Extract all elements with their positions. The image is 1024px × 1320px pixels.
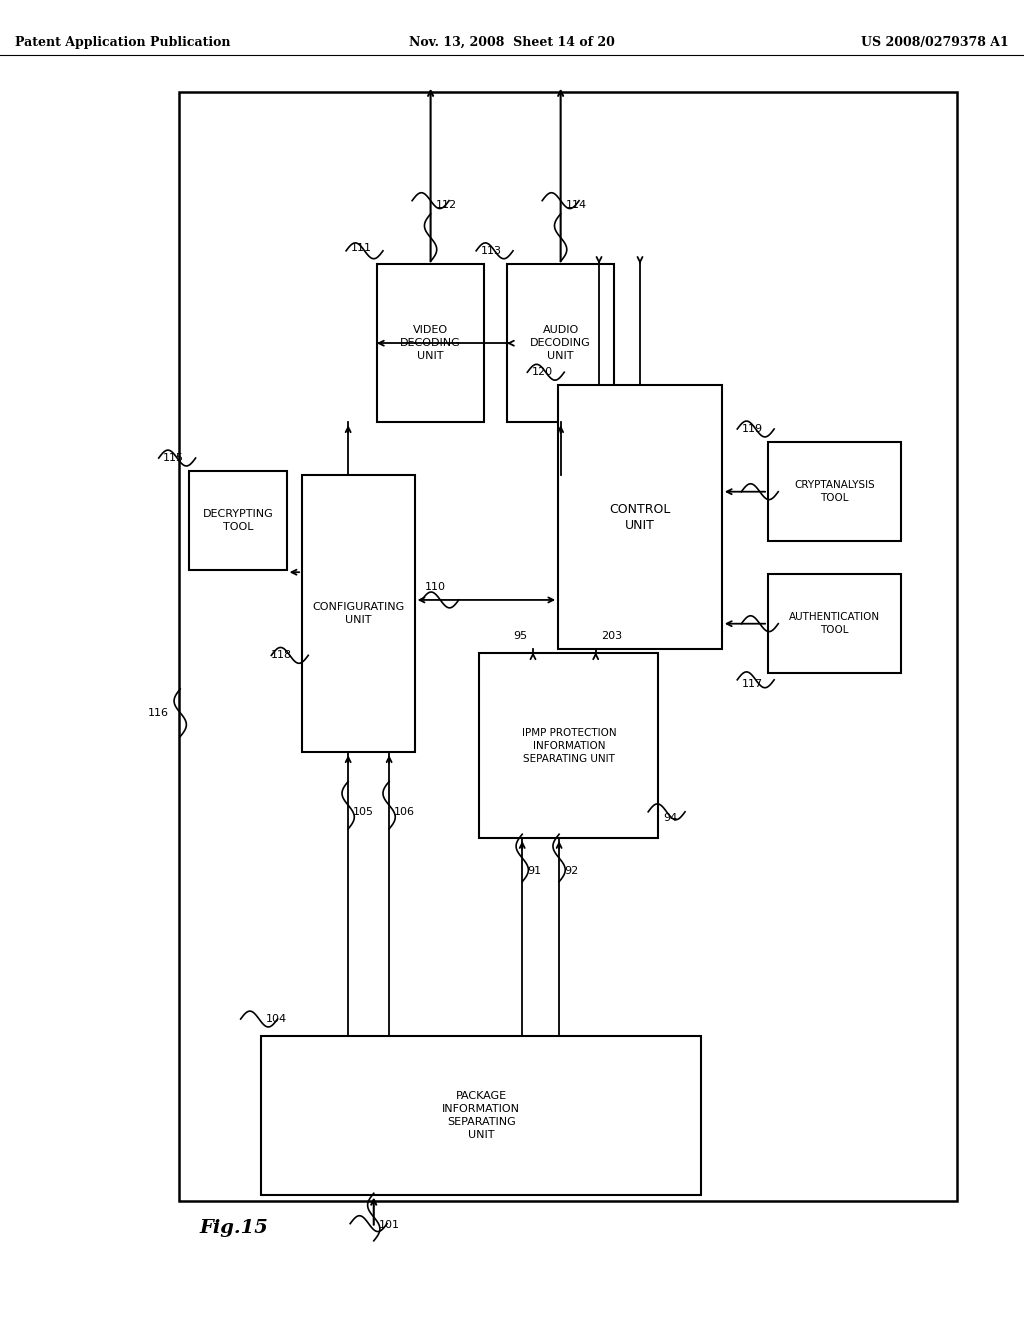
Text: 111: 111 bbox=[350, 243, 372, 253]
Text: 106: 106 bbox=[394, 807, 416, 817]
Bar bbox=[768, 442, 901, 541]
Text: CONTROL
UNIT: CONTROL UNIT bbox=[609, 503, 671, 532]
Bar bbox=[479, 653, 658, 838]
Bar bbox=[302, 475, 415, 752]
Bar bbox=[261, 1036, 701, 1195]
Text: Fig.15: Fig.15 bbox=[200, 1218, 268, 1237]
Bar bbox=[768, 574, 901, 673]
Text: 120: 120 bbox=[531, 367, 553, 378]
Text: 119: 119 bbox=[741, 424, 763, 434]
Text: 114: 114 bbox=[565, 199, 587, 210]
Text: Nov. 13, 2008  Sheet 14 of 20: Nov. 13, 2008 Sheet 14 of 20 bbox=[409, 36, 615, 49]
Text: 105: 105 bbox=[353, 807, 375, 817]
Text: PACKAGE
INFORMATION
SEPARATING
UNIT: PACKAGE INFORMATION SEPARATING UNIT bbox=[442, 1092, 520, 1139]
Text: VIDEO
DECODING
UNIT: VIDEO DECODING UNIT bbox=[400, 326, 461, 360]
Text: US 2008/0279378 A1: US 2008/0279378 A1 bbox=[861, 36, 1009, 49]
Text: 95: 95 bbox=[514, 631, 528, 642]
Text: 112: 112 bbox=[436, 199, 457, 210]
Text: Patent Application Publication: Patent Application Publication bbox=[15, 36, 230, 49]
Text: 118: 118 bbox=[270, 651, 292, 660]
Text: AUTHENTICATION
TOOL: AUTHENTICATION TOOL bbox=[790, 612, 880, 635]
Text: 115: 115 bbox=[163, 453, 184, 463]
Text: CONFIGURATING
UNIT: CONFIGURATING UNIT bbox=[312, 602, 404, 626]
Text: 94: 94 bbox=[664, 813, 678, 824]
Text: 104: 104 bbox=[266, 1014, 288, 1024]
Bar bbox=[189, 471, 287, 570]
Text: 91: 91 bbox=[527, 866, 542, 876]
Text: 203: 203 bbox=[601, 631, 622, 642]
Text: 113: 113 bbox=[480, 246, 502, 256]
Text: IPMP PROTECTION
INFORMATION
SEPARATING UNIT: IPMP PROTECTION INFORMATION SEPARATING U… bbox=[521, 729, 616, 763]
Text: 110: 110 bbox=[425, 582, 446, 591]
Bar bbox=[377, 264, 484, 422]
Text: CRYPTANALYSIS
TOOL: CRYPTANALYSIS TOOL bbox=[795, 480, 874, 503]
Bar bbox=[179, 92, 957, 1201]
Text: 116: 116 bbox=[147, 708, 169, 718]
Text: 92: 92 bbox=[564, 866, 579, 876]
Bar bbox=[558, 385, 722, 649]
Text: 117: 117 bbox=[741, 678, 763, 689]
Text: 101: 101 bbox=[379, 1220, 400, 1230]
Text: AUDIO
DECODING
UNIT: AUDIO DECODING UNIT bbox=[530, 326, 591, 360]
Bar bbox=[507, 264, 614, 422]
Text: DECRYPTING
TOOL: DECRYPTING TOOL bbox=[203, 510, 273, 532]
